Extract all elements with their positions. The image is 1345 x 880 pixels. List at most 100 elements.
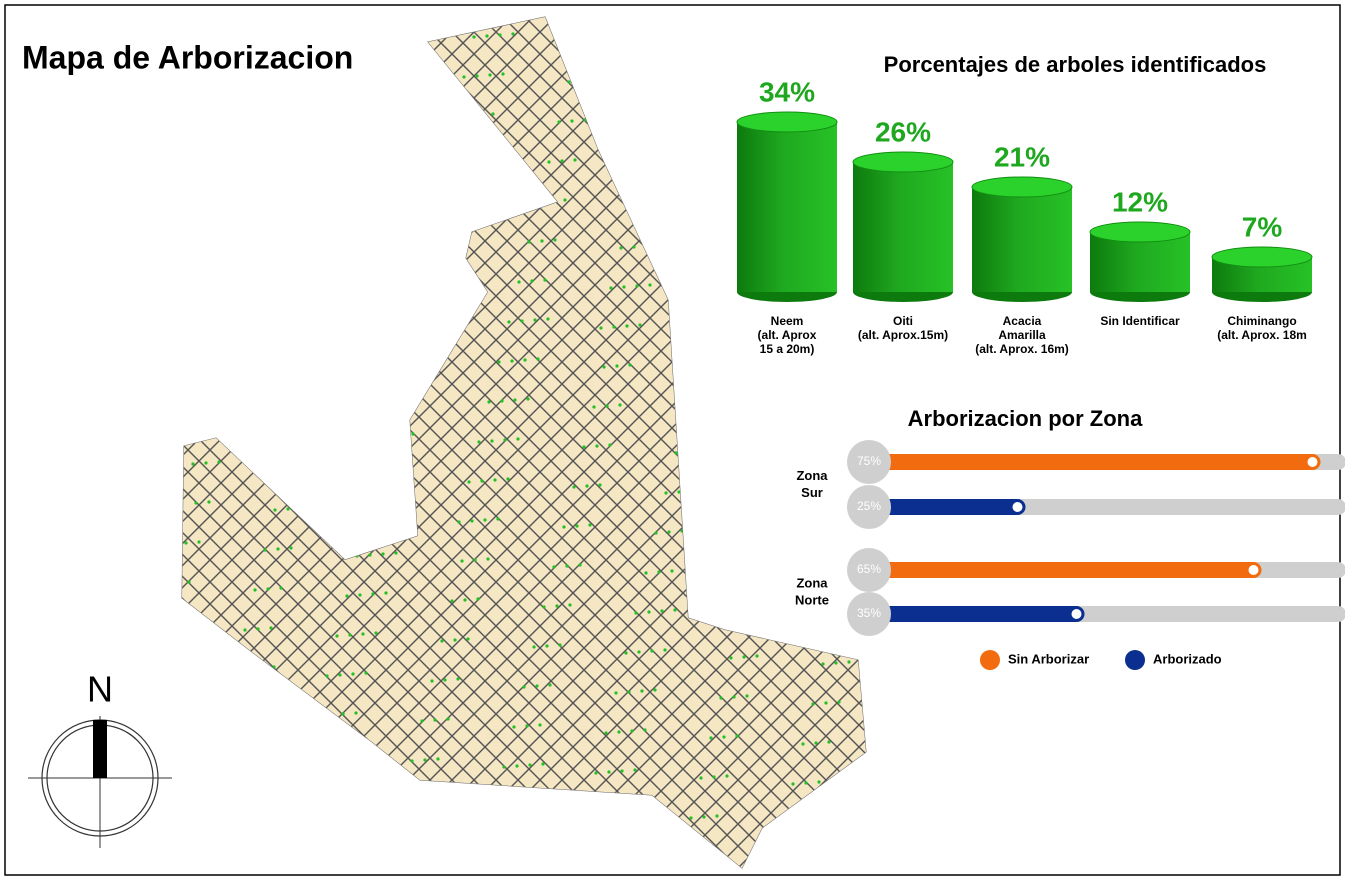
tree-dot [614, 691, 617, 694]
tree-dot [846, 137, 849, 140]
tree-dot [531, 802, 534, 805]
tree-dot [634, 611, 637, 614]
tree-dot [274, 181, 277, 184]
tree-dot [361, 632, 364, 635]
tree-dot [214, 421, 217, 424]
tree-dot [619, 246, 622, 249]
tree-dot [610, 809, 613, 812]
tree-dot [587, 850, 590, 853]
tree-dot [824, 701, 827, 704]
tree-dot [665, 164, 668, 167]
tree-dot [608, 443, 611, 446]
tree-dot [394, 551, 397, 554]
tree-dot [481, 152, 484, 155]
tree-dot [797, 860, 800, 863]
tree-dot [537, 200, 540, 203]
tree-dot [334, 791, 337, 794]
tree-dot [794, 821, 797, 824]
tree-dot [742, 655, 745, 658]
tree-dot [667, 530, 670, 533]
tree-dot [521, 842, 524, 845]
zone-label: Sur [801, 485, 823, 500]
tree-dot [709, 736, 712, 739]
tree-dot [528, 763, 531, 766]
tree-dot [335, 634, 338, 637]
tree-dot [244, 301, 247, 304]
tree-dot [603, 38, 606, 41]
street [1058, 0, 1345, 870]
street [0, 0, 278, 870]
tree-dot [371, 592, 374, 595]
value-label: 75% [857, 454, 881, 468]
tree-dot [196, 867, 199, 870]
tree-dot [435, 234, 438, 237]
cylinder-top [972, 177, 1072, 197]
tree-dot [229, 786, 232, 789]
tree-dot [739, 616, 742, 619]
tree-dot [262, 705, 265, 708]
tree-dot [191, 462, 194, 465]
tree-dot [239, 746, 242, 749]
street [1264, 0, 1345, 870]
tree-dot [811, 702, 814, 705]
street [0, 0, 234, 870]
tree-dot [344, 751, 347, 754]
tree-dot [436, 757, 439, 760]
tree-dot [379, 186, 382, 189]
tree-dot [226, 747, 229, 750]
tree-dot [518, 803, 521, 806]
tree-dot [772, 535, 775, 538]
tree-dot [781, 822, 784, 825]
street [0, 0, 22, 870]
street [0, 0, 220, 870]
tree-dot [389, 146, 392, 149]
tree-dot [201, 422, 204, 425]
cylinder-top [1090, 222, 1190, 242]
tree-dot [712, 775, 715, 778]
tree-dot [360, 109, 363, 112]
tree-dot [254, 261, 257, 264]
tree-dot [516, 437, 519, 440]
street [1088, 0, 1345, 870]
tree-dot [771, 862, 774, 865]
tree-dot [563, 198, 566, 201]
tree-dot [218, 303, 221, 306]
street [0, 0, 352, 870]
street [1256, 0, 1345, 870]
tree-dot [759, 536, 762, 539]
tree-dot [248, 183, 251, 186]
tree-dot [323, 308, 326, 311]
tree-dot [293, 428, 296, 431]
tree-dot [356, 227, 359, 230]
street [0, 0, 102, 870]
tree-dot [471, 192, 474, 195]
tree-dot [276, 547, 279, 550]
tree-dot [717, 330, 720, 333]
tree-dot [325, 674, 328, 677]
tree-dot [428, 313, 431, 316]
tree-dot [650, 649, 653, 652]
tree-dot [238, 223, 241, 226]
tree-dot [617, 730, 620, 733]
tree-dot [311, 832, 314, 835]
tree-dot [477, 440, 480, 443]
tree-dot [755, 654, 758, 657]
tree-dot [507, 320, 510, 323]
tree-dot [465, 114, 468, 117]
value-label: 34% [759, 76, 815, 107]
tree-dot [722, 735, 725, 738]
tree-dot [568, 603, 571, 606]
tree-dot [390, 839, 393, 842]
tree-dot [410, 759, 413, 762]
tree-dot [375, 474, 378, 477]
tree-dot [627, 690, 630, 693]
tree-dot [395, 394, 398, 397]
tree-dot [329, 386, 332, 389]
street [1212, 0, 1345, 870]
street [1110, 0, 1345, 870]
tree-dot [834, 661, 837, 664]
street [1234, 0, 1345, 870]
tree-dot [365, 514, 368, 517]
tree-dot [386, 107, 389, 110]
tree-dot [331, 752, 334, 755]
